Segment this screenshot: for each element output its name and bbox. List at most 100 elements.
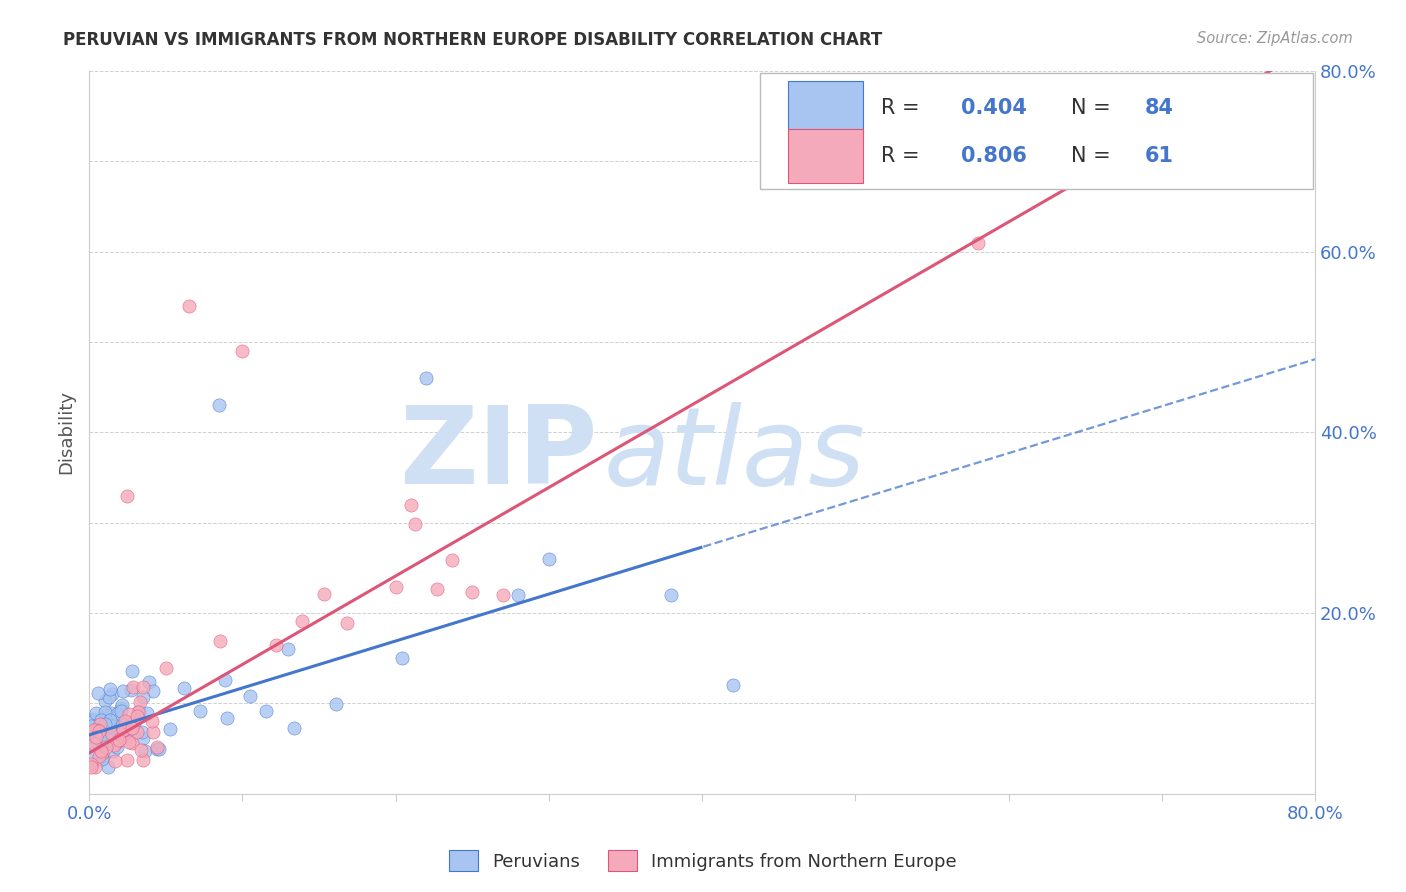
Point [145, 740, 167, 755]
Point [79, 756, 101, 771]
Point [111, 698, 134, 712]
Text: 61: 61 [1144, 145, 1174, 166]
Point [83, 759, 105, 773]
Point [111, 725, 134, 739]
Point [105, 706, 128, 721]
Point [82, 746, 104, 760]
Point [94, 694, 117, 708]
Point [105, 734, 128, 748]
Point [415, 371, 437, 385]
Point [121, 664, 143, 678]
Point [97, 759, 120, 773]
Point [108, 733, 131, 747]
Point [277, 642, 299, 657]
Point [117, 729, 139, 743]
Point [93, 707, 115, 722]
Point [215, 711, 238, 725]
Point [112, 723, 135, 737]
Point [98, 714, 121, 728]
Point [83, 731, 105, 745]
FancyBboxPatch shape [787, 129, 863, 183]
Point [86, 730, 108, 744]
Point [110, 701, 132, 715]
Point [118, 734, 141, 748]
Point [177, 299, 200, 313]
Point [101, 687, 124, 701]
Point [104, 754, 127, 768]
Point [426, 582, 449, 596]
Point [79, 719, 101, 733]
Point [93, 734, 115, 748]
Point [128, 704, 150, 718]
Point [103, 711, 125, 725]
Point [231, 344, 253, 359]
Point [89, 744, 111, 758]
Point [239, 689, 262, 703]
Point [97, 714, 120, 729]
Point [142, 725, 165, 739]
Point [105, 735, 128, 749]
Point [100, 706, 122, 720]
Point [129, 743, 152, 757]
Point [1197, 100, 1219, 114]
FancyBboxPatch shape [787, 81, 863, 135]
Point [108, 712, 131, 726]
Point [89, 717, 111, 731]
Point [508, 588, 530, 602]
Point [142, 684, 165, 698]
Point [114, 714, 136, 728]
Point [173, 681, 195, 695]
Text: PERUVIAN VS IMMIGRANTS FROM NORTHERN EUROPE DISABILITY CORRELATION CHART: PERUVIAN VS IMMIGRANTS FROM NORTHERN EUR… [63, 31, 883, 49]
Point [141, 714, 163, 728]
Point [441, 553, 464, 567]
Point [83, 738, 105, 752]
Point [101, 727, 124, 741]
Point [190, 704, 212, 718]
Point [120, 716, 142, 731]
Legend: Peruvians, Immigrants from Northern Europe: Peruvians, Immigrants from Northern Euro… [441, 843, 965, 879]
Point [87, 723, 110, 737]
Point [159, 722, 181, 736]
Y-axis label: Disability: Disability [58, 391, 75, 475]
Point [96, 731, 118, 746]
Point [86, 706, 108, 720]
Point [111, 714, 134, 728]
Point [661, 588, 683, 602]
Point [94, 712, 117, 726]
Point [86, 752, 108, 766]
Point [120, 682, 142, 697]
Point [129, 695, 152, 709]
Point [101, 744, 124, 758]
FancyBboxPatch shape [759, 72, 1313, 189]
Point [94, 706, 117, 720]
Point [254, 704, 277, 718]
Point [121, 721, 143, 735]
Text: ZIP: ZIP [399, 401, 598, 507]
Point [131, 753, 153, 767]
Point [335, 615, 357, 630]
Point [90, 729, 112, 743]
Point [134, 743, 156, 757]
Point [132, 731, 155, 746]
Point [80, 759, 103, 773]
Point [131, 725, 153, 739]
Point [87, 686, 110, 700]
Text: R =: R = [882, 145, 927, 166]
Point [132, 681, 155, 695]
Point [115, 753, 138, 767]
Point [118, 707, 141, 722]
Point [98, 682, 121, 697]
Text: N =: N = [1071, 97, 1118, 118]
Point [208, 634, 231, 648]
Point [90, 743, 112, 757]
Point [492, 588, 515, 602]
Point [391, 651, 413, 665]
Point [90, 746, 112, 760]
Point [91, 752, 114, 766]
Point [122, 715, 145, 730]
Point [127, 724, 149, 739]
Point [82, 714, 104, 729]
Point [132, 690, 155, 704]
Point [90, 713, 112, 727]
Point [97, 690, 120, 704]
